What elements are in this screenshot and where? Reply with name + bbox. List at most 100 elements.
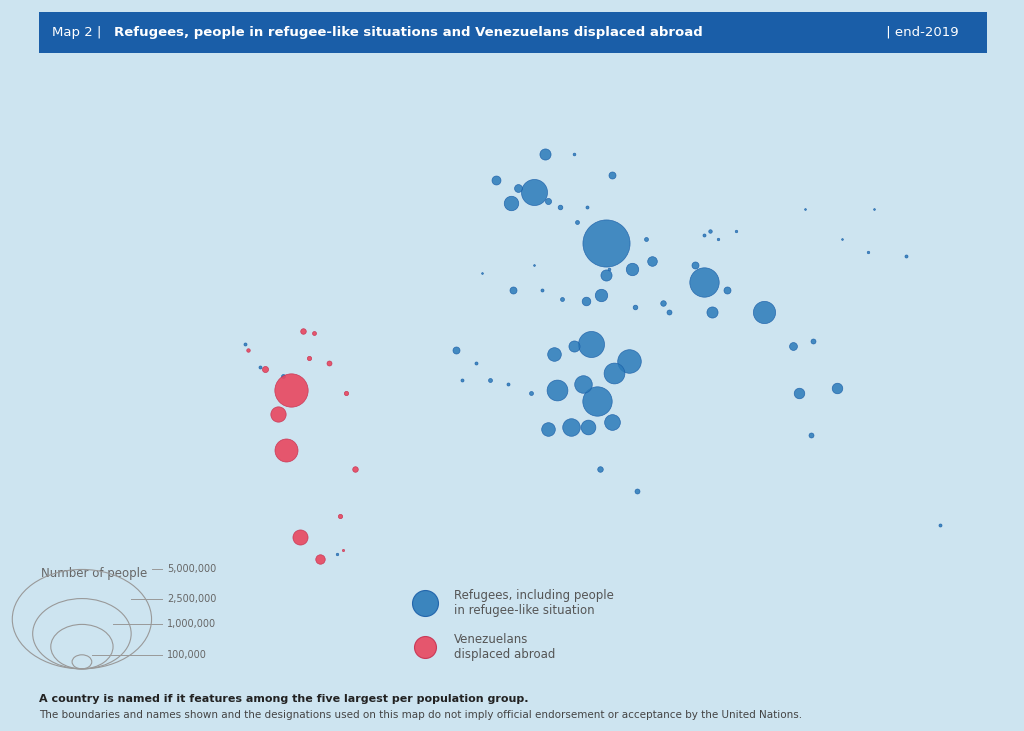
Point [791, 387, 807, 398]
Point [797, 203, 813, 215]
Point [701, 225, 718, 237]
Text: 100,000: 100,000 [167, 650, 207, 660]
Point [644, 254, 660, 266]
Point [540, 423, 556, 435]
Point [554, 293, 570, 305]
Point [630, 485, 646, 496]
Point [568, 216, 585, 228]
Point [638, 233, 654, 245]
Point [500, 378, 516, 390]
Point [549, 385, 565, 396]
Text: Venezuelans
displaced abroad: Venezuelans displaced abroad [454, 633, 555, 661]
Point [592, 463, 608, 475]
Text: Number of people: Number of people [41, 567, 147, 580]
Point [655, 298, 672, 309]
Point [866, 203, 883, 215]
Point [338, 387, 354, 398]
Point [473, 268, 489, 279]
Text: Map 2 |: Map 2 | [52, 26, 105, 39]
Point [719, 284, 735, 296]
Point [274, 370, 291, 382]
Point [535, 284, 551, 296]
Point [295, 325, 311, 337]
Text: A country is named if it features among the five largest per population group.: A country is named if it features among … [39, 694, 528, 704]
Point [835, 233, 851, 245]
Point [603, 417, 620, 428]
Point [932, 519, 948, 531]
Point [503, 197, 519, 209]
Point [335, 545, 351, 556]
Point [522, 387, 539, 398]
Point [346, 463, 362, 475]
Text: | end-2019: | end-2019 [882, 26, 958, 39]
Point [525, 186, 542, 198]
Point [583, 338, 599, 349]
Point [312, 553, 329, 564]
Point [805, 336, 821, 347]
Point [306, 327, 323, 338]
Point [662, 306, 678, 317]
Point [537, 148, 553, 160]
Text: Refugees, including people
in refugee-like situation: Refugees, including people in refugee-li… [454, 589, 613, 617]
Point [578, 295, 594, 307]
Point [525, 259, 542, 270]
Point [566, 340, 583, 352]
Point [510, 182, 526, 194]
Point [593, 289, 609, 300]
Point [330, 548, 346, 560]
Point [695, 229, 712, 240]
Point [687, 259, 703, 270]
Point [581, 421, 597, 433]
Point [574, 378, 591, 390]
Point [540, 195, 556, 207]
Point [603, 170, 620, 181]
Point [447, 344, 464, 356]
Point [860, 246, 877, 258]
Point [417, 597, 433, 609]
Point [621, 355, 637, 366]
Point [828, 382, 845, 394]
Point [468, 357, 484, 368]
Point [551, 202, 567, 213]
Point [579, 202, 595, 213]
Text: 1,000,000: 1,000,000 [167, 619, 216, 629]
Point [252, 361, 268, 373]
Point [284, 385, 300, 396]
Point [300, 352, 316, 364]
Text: The boundaries and names shown and the designations used on this map do not impl: The boundaries and names shown and the d… [39, 710, 802, 720]
Point [695, 276, 712, 288]
Point [332, 510, 348, 522]
Point [705, 306, 721, 317]
Text: 5,000,000: 5,000,000 [167, 564, 216, 575]
Point [785, 340, 802, 352]
Point [756, 306, 772, 317]
Point [488, 174, 505, 186]
Point [600, 263, 616, 275]
Point [624, 263, 640, 275]
Point [566, 148, 583, 160]
Point [606, 368, 623, 379]
Point [803, 429, 819, 441]
Point [563, 421, 580, 433]
Point [237, 338, 253, 349]
Point [627, 301, 643, 313]
Point [240, 344, 256, 356]
Point [321, 357, 337, 368]
Point [278, 444, 294, 456]
Point [505, 284, 521, 296]
Point [589, 395, 605, 407]
Point [598, 238, 614, 249]
Point [598, 270, 614, 281]
Point [898, 251, 914, 262]
Point [270, 408, 287, 420]
Point [257, 363, 273, 375]
Point [417, 641, 433, 653]
FancyBboxPatch shape [39, 12, 987, 53]
Text: Refugees, people in refugee-like situations and Venezuelans displaced abroad: Refugees, people in refugee-like situati… [114, 26, 702, 39]
Point [454, 374, 470, 386]
Text: 2,500,000: 2,500,000 [167, 594, 216, 604]
Point [292, 531, 308, 543]
Point [546, 349, 562, 360]
Point [727, 225, 743, 237]
Point [482, 374, 499, 386]
